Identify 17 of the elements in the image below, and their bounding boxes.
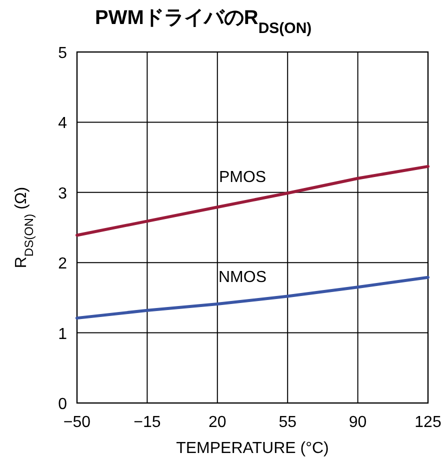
y-tick-label: 3: [58, 185, 68, 202]
x-tick-label: 55: [278, 414, 297, 431]
x-tick-label: 90: [348, 414, 367, 431]
y-tick-label: 2: [58, 256, 68, 273]
x-tick-label: −15: [134, 414, 161, 431]
x-tick-label: 20: [208, 414, 226, 431]
x-axis-title: TEMPERATURE (°C): [176, 440, 329, 457]
x-tick-label: −50: [63, 414, 91, 431]
y-tick-label: 0: [58, 396, 68, 413]
y-tick-label: 4: [58, 115, 68, 132]
series-label: NMOS: [218, 269, 266, 286]
y-tick-label: 5: [58, 45, 68, 62]
x-tick-label: 125: [414, 414, 442, 431]
y-tick-label: 1: [58, 326, 68, 343]
series-label: PMOS: [218, 169, 266, 186]
chart-title: PWMドライバのR$_{DS(ON)}$: [95, 7, 312, 36]
line-series: [76, 164, 430, 237]
